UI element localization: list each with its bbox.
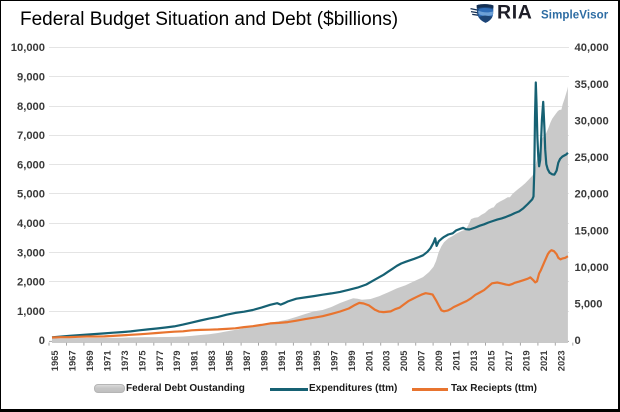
svg-text:1967: 1967 [68, 351, 78, 372]
svg-text:0: 0 [39, 335, 45, 347]
svg-text:1,000: 1,000 [17, 306, 45, 318]
svg-text:1975: 1975 [137, 351, 147, 372]
svg-text:1973: 1973 [120, 351, 130, 372]
svg-text:10,000: 10,000 [11, 42, 45, 54]
svg-text:2011: 2011 [452, 351, 462, 371]
svg-text:1989: 1989 [260, 351, 270, 372]
svg-text:5,000: 5,000 [575, 299, 603, 311]
svg-text:2005: 2005 [399, 351, 409, 372]
svg-text:1971: 1971 [102, 351, 112, 372]
svg-text:2001: 2001 [364, 351, 374, 372]
svg-text:3,000: 3,000 [17, 247, 45, 259]
svg-text:1977: 1977 [155, 351, 165, 372]
svg-text:1991: 1991 [277, 351, 287, 372]
svg-text:SimpleVisor: SimpleVisor [541, 10, 609, 22]
svg-text:15,000: 15,000 [575, 225, 609, 237]
svg-text:1965: 1965 [50, 351, 60, 372]
svg-text:1993: 1993 [294, 351, 304, 372]
svg-text:4,000: 4,000 [17, 218, 45, 230]
svg-text:2015: 2015 [487, 351, 497, 372]
svg-text:1999: 1999 [347, 351, 357, 372]
svg-text:25,000: 25,000 [575, 152, 609, 164]
svg-text:9,000: 9,000 [17, 72, 45, 84]
svg-text:2023: 2023 [556, 351, 566, 372]
svg-text:1969: 1969 [85, 351, 95, 372]
svg-text:7,000: 7,000 [17, 130, 45, 142]
svg-text:2,000: 2,000 [17, 277, 45, 289]
svg-text:40,000: 40,000 [575, 42, 609, 54]
svg-text:6,000: 6,000 [17, 159, 45, 171]
svg-text:1987: 1987 [242, 351, 252, 372]
svg-text:1979: 1979 [172, 351, 182, 372]
svg-text:1983: 1983 [207, 351, 217, 372]
svg-text:1995: 1995 [312, 351, 322, 372]
svg-text:1985: 1985 [225, 351, 235, 372]
svg-text:1997: 1997 [329, 351, 339, 372]
svg-text:10,000: 10,000 [575, 262, 609, 274]
svg-text:30,000: 30,000 [575, 116, 609, 128]
svg-text:20,000: 20,000 [575, 189, 609, 201]
svg-text:5,000: 5,000 [17, 189, 45, 201]
svg-text:0: 0 [575, 335, 581, 347]
svg-text:2021: 2021 [539, 351, 549, 372]
svg-text:1981: 1981 [190, 351, 200, 372]
svg-text:2007: 2007 [417, 351, 427, 372]
svg-text:2009: 2009 [434, 351, 444, 372]
svg-text:RIA: RIA [497, 2, 533, 24]
svg-text:2019: 2019 [521, 351, 531, 372]
svg-text:8,000: 8,000 [17, 101, 45, 113]
svg-text:2013: 2013 [469, 351, 479, 372]
svg-text:2017: 2017 [504, 351, 514, 372]
svg-text:2003: 2003 [382, 351, 392, 372]
svg-text:35,000: 35,000 [575, 79, 609, 91]
